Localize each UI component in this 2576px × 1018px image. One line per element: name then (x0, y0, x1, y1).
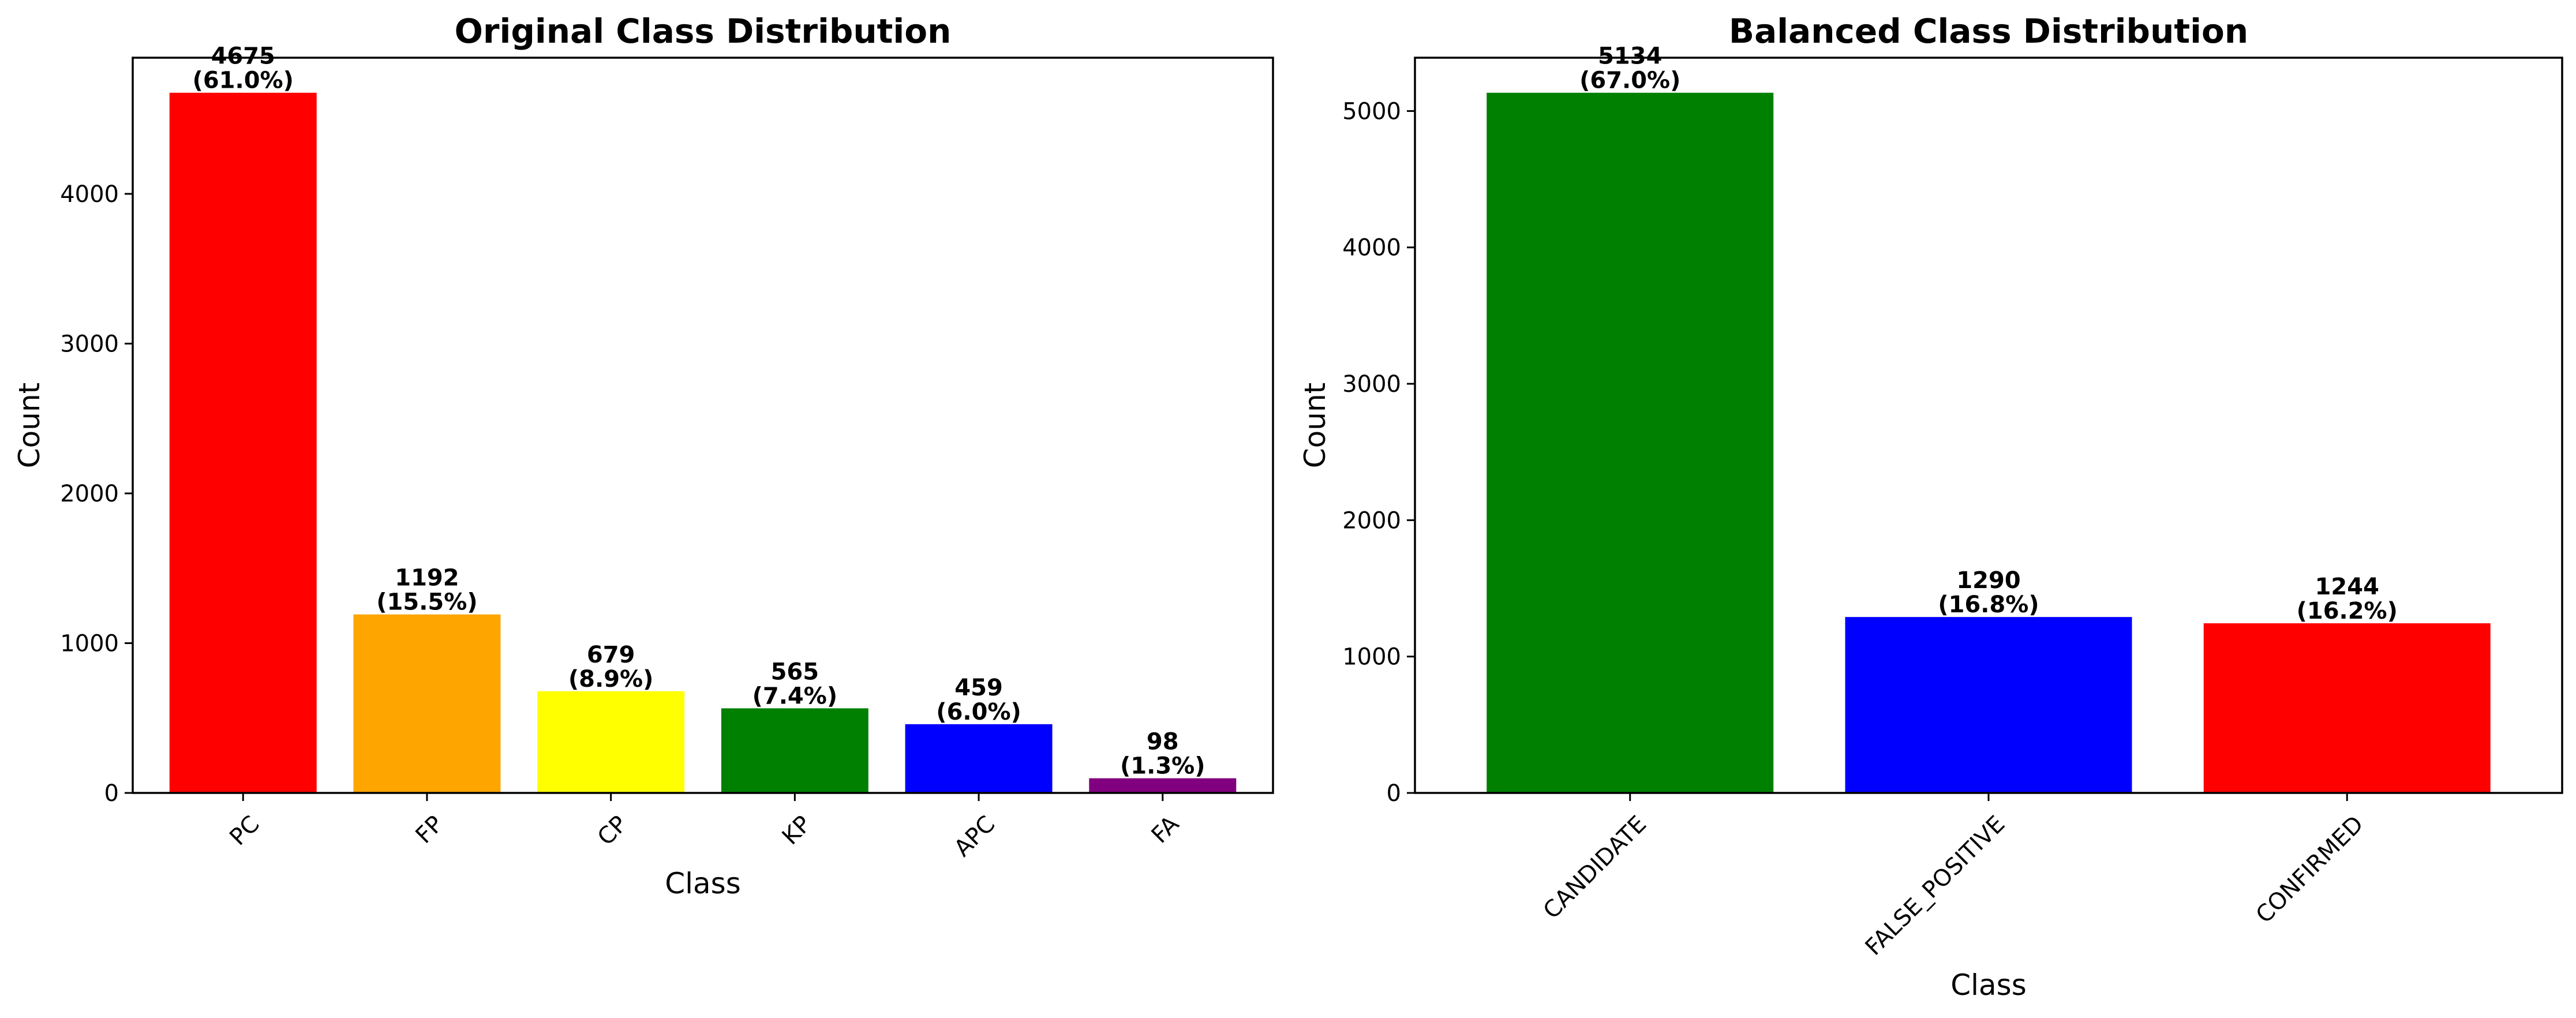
bar-value-label: 679 (587, 642, 635, 668)
chart-title: Balanced Class Distribution (1729, 12, 2248, 51)
bar-fa (1089, 778, 1237, 793)
x-axis-label: Class (1950, 968, 2027, 1002)
bar-value-label: 4675 (211, 43, 275, 70)
bar-percent-label: (16.2%) (2297, 598, 2398, 624)
y-axis-label: Count (13, 383, 46, 469)
bar-apc (905, 724, 1053, 793)
bar-value-label: 1290 (1956, 567, 2020, 594)
y-axis-label: Count (1298, 383, 1332, 469)
bar-value-label: 98 (1147, 729, 1179, 755)
y-tick-label: 2000 (1342, 507, 1401, 534)
y-tick-label: 0 (1387, 780, 1401, 807)
y-tick-label: 5000 (1342, 98, 1401, 125)
y-tick-label: 0 (104, 780, 119, 807)
bar-confirmed (2203, 623, 2491, 793)
bar-percent-label: (1.3%) (1120, 753, 1205, 780)
chart-title: Original Class Distribution (455, 12, 952, 51)
bar-fp (353, 614, 501, 793)
y-tick-label: 1000 (60, 630, 119, 657)
bar-percent-label: (15.5%) (376, 589, 477, 616)
bar-pc (169, 92, 317, 794)
bar-value-label: 565 (771, 658, 819, 685)
axes-frame (132, 57, 1274, 794)
bar-value-label: 5134 (1598, 43, 1662, 70)
bar-percent-label: (7.4%) (752, 683, 838, 709)
bar-kp (721, 708, 868, 793)
bar-value-label: 1244 (2315, 574, 2379, 600)
y-tick-label: 2000 (60, 481, 119, 507)
bar-percent-label: (6.0%) (936, 699, 1021, 725)
axes-frame (1414, 57, 2563, 794)
bar-cp (537, 691, 685, 793)
plot-area: 4675(61.0%)PC1192(15.5%)FP679(8.9%)CP565… (60, 43, 1237, 862)
x-axis-label: Class (665, 867, 741, 900)
y-tick-label: 3000 (60, 331, 119, 357)
y-tick-label: 3000 (1342, 371, 1401, 398)
y-tick-label: 1000 (1342, 644, 1401, 671)
bar-percent-label: (8.9%) (568, 666, 654, 693)
chart-original: Original Class Distribution 4675(61.0%)P… (13, 12, 1274, 900)
bar-value-label: 1192 (395, 565, 459, 592)
bar-percent-label: (67.0%) (1579, 68, 1680, 94)
bar-false-positive (1845, 617, 2132, 793)
y-tick-label: 4000 (60, 181, 119, 208)
y-tick-label: 4000 (1342, 235, 1401, 261)
bar-value-label: 459 (954, 675, 1003, 701)
bar-percent-label: (61.0%) (193, 68, 294, 94)
bar-percent-label: (16.8%) (1938, 592, 2039, 618)
bar-candidate (1487, 92, 1774, 794)
